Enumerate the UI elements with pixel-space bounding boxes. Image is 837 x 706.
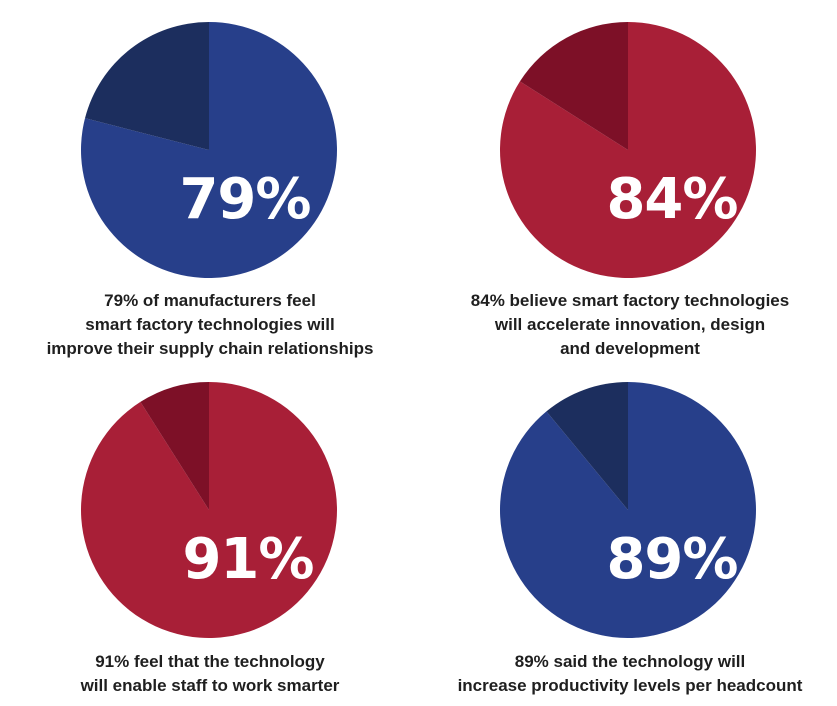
pie-chart-1: 79%: [80, 22, 337, 278]
pie-slice-3-main: [81, 382, 338, 638]
caption-1-line-2: smart factory technologies will: [85, 315, 335, 334]
chart-panel-1: 79% 79% of manufacturers feel smart fact…: [0, 0, 420, 360]
caption-3-line-1: 91% feel that the technology: [95, 652, 325, 671]
pie-value-label-3: 91%: [182, 527, 313, 592]
pie-slice-1-main: [80, 22, 337, 278]
pie-value-label-4: 89%: [606, 527, 737, 592]
pie-value-label-2: 84%: [606, 167, 737, 232]
chart-caption-4: 89% said the technology will increase pr…: [420, 650, 837, 698]
pie-chart-2: 84%: [500, 22, 757, 278]
pie-slice-1-rest: [85, 22, 209, 150]
pie-slice-2-main: [500, 22, 757, 278]
pie-value-label-1: 79%: [179, 167, 310, 232]
caption-3-line-2: will enable staff to work smarter: [80, 676, 340, 695]
chart-caption-2: 84% believe smart factory technologies w…: [420, 289, 837, 361]
caption-2-line-3: and development: [560, 339, 700, 358]
pie-slice-4-rest: [546, 382, 628, 510]
caption-1-line-1: 79% of manufacturers feel: [104, 291, 316, 310]
caption-4-line-1: 89% said the technology will: [514, 652, 746, 671]
chart-caption-1: 79% of manufacturers feel smart factory …: [0, 289, 420, 361]
pie-slice-2-rest: [519, 22, 628, 150]
chart-panel-3: 91% 91% feel that the technology will en…: [0, 360, 420, 706]
caption-4-line-2: increase productivity levels per headcou…: [457, 676, 803, 695]
caption-1-line-3: improve their supply chain relationships: [46, 339, 374, 358]
chart-panel-4: 89% 89% said the technology will increas…: [420, 360, 837, 706]
caption-2-line-1: 84% believe smart factory technologies: [470, 291, 790, 310]
pie-chart-3: 91%: [81, 382, 338, 638]
pie-slice-4-main: [499, 382, 756, 638]
chart-panel-2: 84% 84% believe smart factory technologi…: [420, 0, 837, 360]
pie-chart-4: 89%: [499, 382, 756, 638]
chart-caption-3: 91% feel that the technology will enable…: [0, 650, 420, 698]
pie-slice-3-rest: [140, 382, 209, 510]
caption-2-line-2: will accelerate innovation, design: [494, 315, 766, 334]
